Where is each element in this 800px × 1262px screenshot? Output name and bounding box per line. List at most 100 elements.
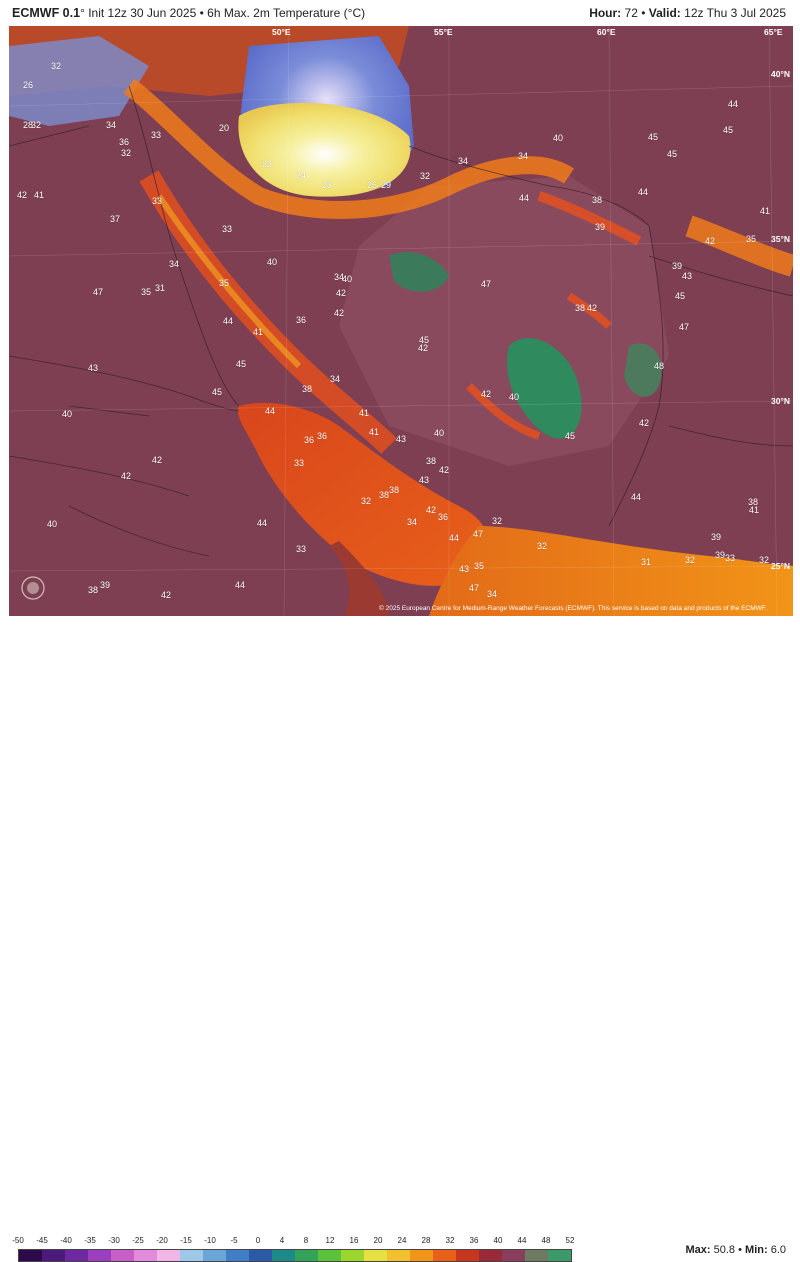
- temperature-label: 23: [262, 159, 273, 169]
- temperature-label: 32: [537, 541, 548, 551]
- scale-swatch: [318, 1250, 341, 1261]
- scale-tick-label: 32: [445, 1236, 455, 1245]
- graticule: [9, 26, 793, 616]
- temperature-label: 45: [212, 387, 223, 397]
- temperature-label: 44: [265, 406, 276, 416]
- temperature-label: 43: [396, 434, 407, 444]
- weatherbell-logo: [17, 570, 77, 606]
- temperature-label: 33: [222, 224, 233, 234]
- caspian-sea: [238, 102, 411, 197]
- temperature-label: 33: [152, 196, 163, 206]
- temperature-label: 20: [219, 123, 230, 133]
- scale-swatch: [364, 1250, 387, 1261]
- kopet-band: [537, 191, 642, 246]
- temperature-label: 43: [682, 271, 693, 281]
- scale-tick-label: -15: [180, 1236, 192, 1245]
- temperature-label: 45: [667, 149, 678, 159]
- temperature-label: 47: [679, 322, 690, 332]
- temperature-label: 42: [161, 590, 172, 600]
- temperature-label: 38: [575, 303, 586, 313]
- temperature-label: 44: [631, 492, 642, 502]
- black-sea-cool-zone: [9, 36, 149, 126]
- temperature-label: 34: [407, 517, 418, 527]
- temperature-map: 26 32 32 28 34 33 32 20 42 41 37 33 36 34 35 33 35 31 40 36…: [9, 26, 793, 616]
- temperature-label: 32: [492, 516, 503, 526]
- temperature-label: 32: [685, 555, 696, 565]
- scale-tick-label: 48: [541, 1236, 551, 1245]
- header-separator: •: [641, 6, 646, 20]
- coordinate-label: 30°N: [771, 396, 790, 406]
- temperature-label: 42: [334, 308, 345, 318]
- temperature-label: 32: [420, 171, 431, 181]
- scale-swatch: [203, 1250, 226, 1261]
- temperature-label: 39: [672, 261, 683, 271]
- scale-swatch: [111, 1250, 134, 1261]
- scale-swatch: [387, 1250, 410, 1261]
- temperature-label: 42: [152, 455, 163, 465]
- header-title: ECMWF 0.1° Init 12z 30 Jun 2025 • 6h Max…: [12, 6, 365, 20]
- scale-tick-label: -40: [60, 1236, 72, 1245]
- temperature-label: 26: [23, 80, 34, 90]
- coordinate-label: 35°N: [771, 234, 790, 244]
- scale-swatch: [525, 1250, 548, 1261]
- hour-value: 72: [624, 6, 638, 20]
- scale-tick-label: -20: [156, 1236, 168, 1245]
- temperature-label: 32: [361, 496, 372, 506]
- scale-tick-label: -30: [108, 1236, 120, 1245]
- model-name: ECMWF 0.1: [12, 6, 81, 20]
- desert-hot-zone: [507, 338, 582, 439]
- temperature-label: 36: [438, 512, 449, 522]
- scale-swatch: [88, 1250, 111, 1261]
- temperature-label: 44: [449, 533, 460, 543]
- coordinate-label: 50°E: [272, 27, 291, 37]
- temperature-label: 42: [481, 389, 492, 399]
- temperature-label: 29: [381, 180, 392, 190]
- valid-label: Valid:: [648, 6, 681, 20]
- coordinate-label: 65°E: [764, 27, 783, 37]
- kerman-ridge: [466, 383, 541, 440]
- scale-swatch: [157, 1250, 180, 1261]
- max-min-stats: Max: 50.8 • Min: 6.0: [686, 1244, 787, 1256]
- max-label: Max:: [685, 1244, 711, 1256]
- temperature-label: 31: [641, 557, 652, 567]
- temperature-label: 42: [705, 236, 716, 246]
- temperature-label: 41: [34, 190, 45, 200]
- temperature-label: 35: [474, 561, 485, 571]
- scale-swatch: [249, 1250, 272, 1261]
- temperature-label: 33: [151, 130, 162, 140]
- hindu-kush-band: [685, 215, 793, 277]
- temperature-label: 39: [715, 550, 726, 560]
- data-credit: © 2025 European Centre for Medium-Range …: [379, 605, 767, 612]
- temperature-label: 44: [235, 580, 246, 590]
- color-scale: [18, 1249, 572, 1262]
- borders: [9, 85, 793, 557]
- init-text: ° Init 12z 30 Jun 2025 • 6h Max. 2m Temp…: [80, 6, 366, 20]
- zagros-peaks: [156, 194, 302, 369]
- scale-swatch: [479, 1250, 502, 1261]
- scale-labels: -50 -45 -40 -35 -30 -25 -20 -15 -10 -5 0 4 8 12 16 20 24…: [12, 1236, 582, 1246]
- temperature-label: 26: [367, 180, 378, 190]
- scale-tick-label: -25: [132, 1236, 144, 1245]
- scale-swatch: [19, 1250, 42, 1261]
- temperature-label: 34: [458, 156, 469, 166]
- scale-swatch: [456, 1250, 479, 1261]
- temperature-label: 42: [17, 190, 28, 200]
- temperature-label: 45: [419, 335, 430, 345]
- temperature-label: 42: [121, 471, 132, 481]
- temperature-label: 38: [426, 456, 437, 466]
- scale-tick-label: 20: [373, 1236, 383, 1245]
- temperature-label: 38: [88, 585, 99, 595]
- scale-tick-label: 24: [397, 1236, 407, 1245]
- scale-tick-label: -50: [12, 1236, 24, 1245]
- temperature-label: 32: [121, 148, 132, 158]
- scale-tick-label: 36: [469, 1236, 479, 1245]
- scale-swatch: [134, 1250, 157, 1261]
- temperature-label: 47: [481, 279, 492, 289]
- temperature-label: 45: [675, 291, 686, 301]
- temperature-label: 45: [723, 125, 734, 135]
- temperature-label: 33: [296, 544, 307, 554]
- temperature-label: 43: [459, 564, 470, 574]
- desert-hot-zone-2: [389, 252, 449, 292]
- temperature-label: 42: [336, 288, 347, 298]
- temperature-label: 48: [654, 361, 665, 371]
